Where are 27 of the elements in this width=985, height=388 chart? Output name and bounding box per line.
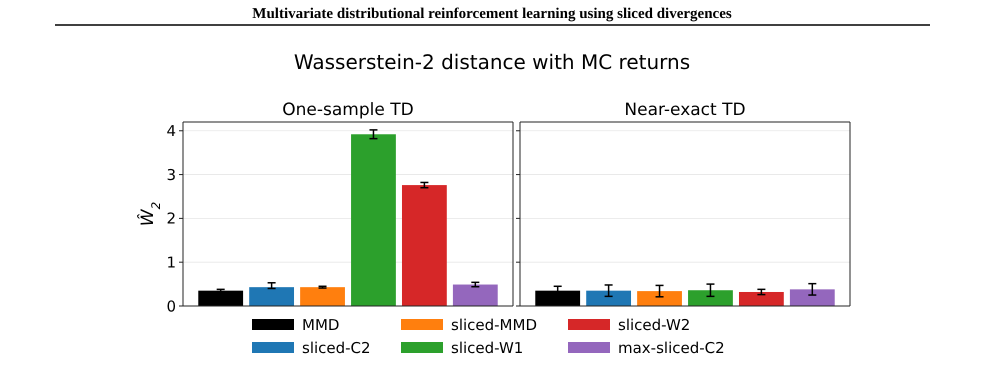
bar: [586, 290, 632, 306]
bar: [351, 134, 396, 306]
y-tick-label: 2: [166, 210, 176, 228]
y-tick-label: 4: [166, 122, 176, 140]
bar: [402, 185, 447, 306]
x-tick-label: Near-exact TD: [624, 100, 746, 120]
bar: [738, 292, 784, 306]
bar: [300, 287, 345, 306]
text: Multivariate distributional reinforcement learning using sliced divergences: [252, 6, 732, 22]
legend-label: sliced-MMD: [451, 316, 537, 334]
bar: [249, 287, 294, 306]
bar: [790, 289, 835, 306]
x-tick-label: One-sample TD: [282, 100, 414, 120]
legend-label: max-sliced-C2: [618, 338, 725, 357]
y-tick-label: 1: [166, 253, 176, 272]
legend-label: sliced-W2: [618, 316, 690, 334]
chart-title: Wasserstein-2 distance with MC returns: [294, 50, 690, 74]
legend-label: sliced-C2: [302, 338, 371, 357]
bar: [637, 291, 682, 306]
bar: [688, 290, 733, 306]
bar: [452, 284, 498, 306]
bar: [535, 290, 580, 306]
legend-label: MMD: [302, 316, 340, 334]
y-tick-label: 3: [166, 166, 176, 184]
y-tick-label: 0: [166, 297, 176, 316]
bar: [198, 290, 244, 306]
legend-label: sliced-W1: [451, 338, 524, 357]
